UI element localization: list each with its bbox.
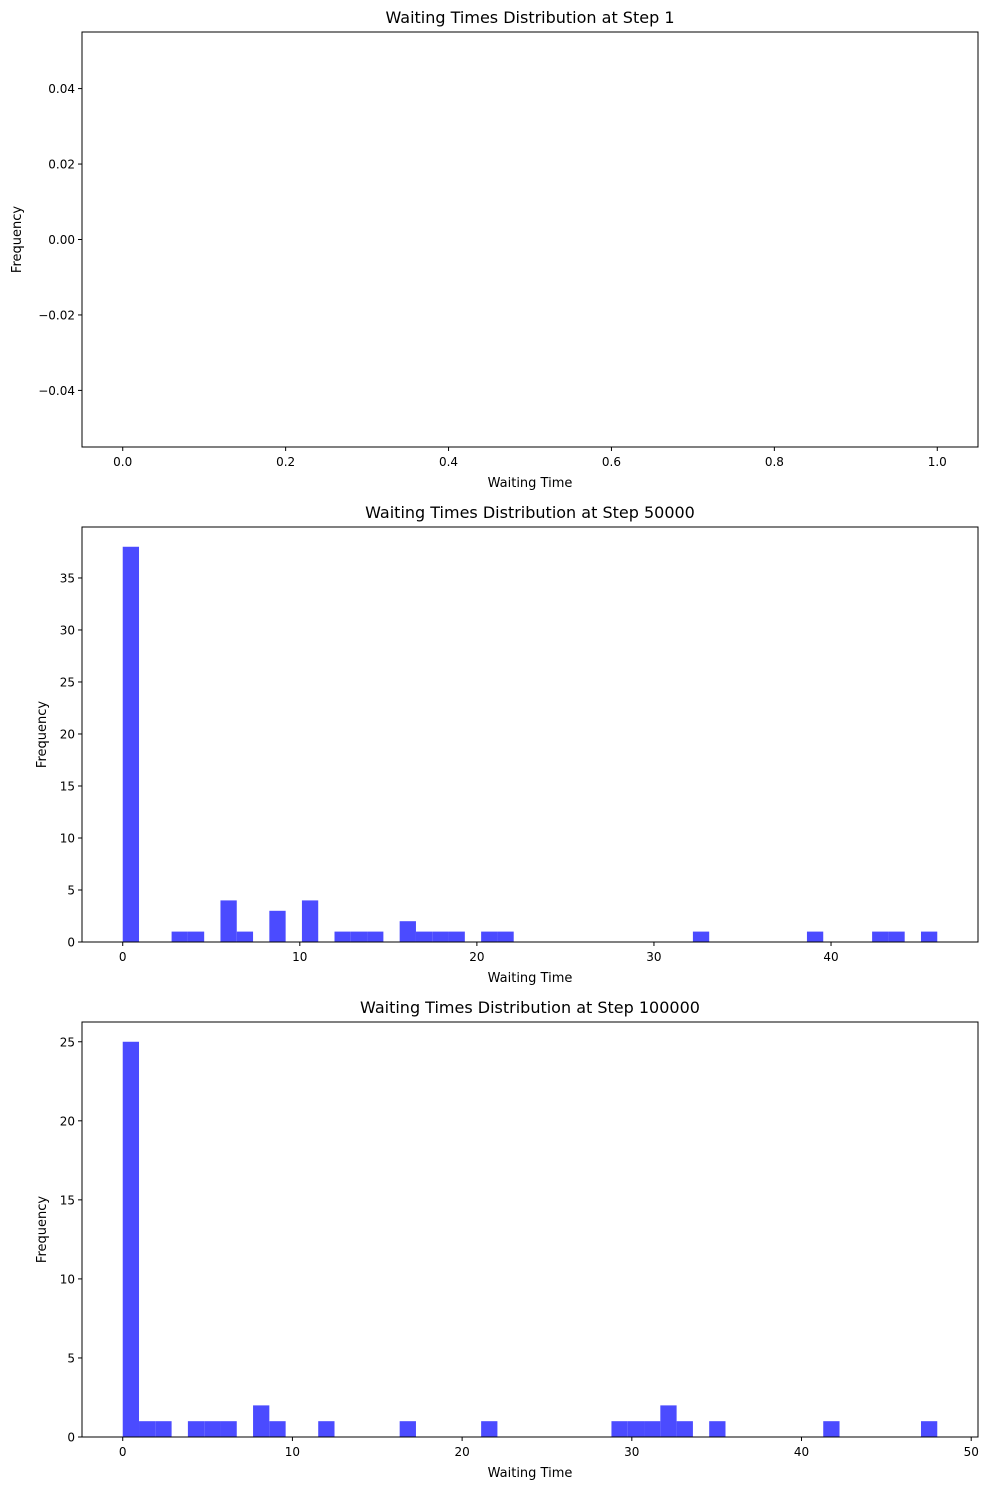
x-axis-label: Waiting Time: [488, 971, 573, 986]
histogram-bar: [481, 931, 498, 942]
histogram-bar: [187, 1421, 205, 1437]
histogram-bar: [432, 931, 449, 942]
y-tick-label: −0.02: [38, 308, 75, 322]
histogram-bar: [920, 931, 938, 942]
axes-frame: [81, 31, 979, 448]
histogram-bar: [187, 931, 205, 942]
histogram-bar: [334, 931, 351, 942]
histogram-bar: [481, 1421, 498, 1437]
axes-frame: [81, 1021, 979, 1438]
x-tick-label: 10: [285, 1445, 300, 1459]
histogram-bar: [318, 1421, 335, 1437]
x-tick-label: 0: [119, 1445, 127, 1459]
histogram-bar: [644, 1421, 661, 1437]
x-tick-label: 50: [964, 1445, 979, 1459]
histogram-bar: [806, 931, 824, 942]
histogram-bar: [301, 900, 319, 942]
chart-title: Waiting Times Distribution at Step 10000…: [360, 998, 700, 1017]
histogram-bar: [920, 1421, 938, 1437]
subplot-2: 0 10 20 30 40 0 5 10 15 20 25 30 35 Waiting Times Dis…: [35, 503, 979, 986]
y-axis-label: Frequency: [35, 1196, 50, 1263]
histogram-bar: [872, 931, 889, 942]
x-axis-label: Waiting Time: [488, 476, 573, 491]
histogram-bar: [253, 1405, 270, 1437]
histogram-bar: [236, 931, 254, 942]
x-tick-label: 0.2: [276, 455, 295, 469]
y-axis-label: Frequency: [10, 206, 25, 273]
y-tick-label: 5: [67, 1351, 75, 1365]
y-tick-label: 0.04: [48, 82, 75, 96]
histogram-bar: [660, 1405, 677, 1437]
histogram-bar: [220, 1421, 237, 1437]
y-tick-label: 0: [67, 1431, 75, 1445]
x-tick-label: 20: [454, 1445, 469, 1459]
histogram-bar: [611, 1421, 628, 1437]
chart-title: Waiting Times Distribution at Step 50000: [365, 503, 695, 522]
x-tick-label: 0: [119, 950, 127, 964]
subplot-1: 0.0 0.2 0.4 0.6 0.8 1.0 −0.04 −0.02 0.00 0.02 0.04…: [10, 8, 979, 491]
y-axis-label: Frequency: [35, 701, 50, 768]
x-tick-label: 0.4: [439, 455, 458, 469]
y-tick-label: 0.00: [48, 233, 75, 247]
histogram-bar: [122, 1041, 140, 1437]
histogram-bar: [399, 1421, 416, 1437]
y-tick-label: 0.02: [48, 158, 75, 172]
x-tick-label: 1.0: [928, 455, 947, 469]
histogram-bar: [155, 1421, 172, 1437]
histogram-bar: [415, 931, 433, 942]
y-tick-label: 15: [60, 779, 75, 793]
y-tick-label: −0.04: [38, 384, 75, 398]
x-tick-label: 30: [646, 950, 661, 964]
x-tick-label: 40: [794, 1445, 809, 1459]
y-tick-label: 10: [60, 1272, 75, 1286]
chart-title: Waiting Times Distribution at Step 1: [385, 8, 674, 27]
histogram-bar: [692, 931, 710, 942]
histogram-bar: [497, 931, 514, 942]
histogram-bar: [627, 1421, 645, 1437]
y-tick-label: 15: [60, 1193, 75, 1207]
axes-frame: [81, 526, 979, 943]
x-tick-label: 0.6: [602, 455, 621, 469]
y-tick-label: 20: [60, 727, 75, 741]
histogram-bar: [823, 1421, 840, 1437]
histogram-bar: [350, 931, 368, 942]
y-tick-label: 0: [67, 936, 75, 950]
histogram-bar: [171, 931, 188, 942]
histogram-bar: [676, 1421, 693, 1437]
y-tick-label: 30: [60, 623, 75, 637]
histogram-bar: [139, 1421, 156, 1437]
x-tick-label: 20: [469, 950, 484, 964]
y-tick-label: 5: [67, 883, 75, 897]
y-tick-label: 35: [60, 571, 75, 585]
histogram-bar: [888, 931, 905, 942]
histogram-bar: [367, 931, 384, 942]
histogram-bar: [122, 546, 140, 942]
y-tick-label: 25: [60, 675, 75, 689]
histogram-bar: [709, 1421, 726, 1437]
x-axis-label: Waiting Time: [488, 1466, 573, 1481]
histogram-bar: [399, 921, 416, 942]
x-tick-label: 40: [823, 950, 838, 964]
histogram-bar: [220, 900, 237, 942]
y-tick-label: 20: [60, 1114, 75, 1128]
y-tick-label: 25: [60, 1035, 75, 1049]
x-tick-label: 0.0: [113, 455, 132, 469]
histogram-bar: [269, 910, 286, 942]
histogram-bar: [448, 931, 465, 942]
y-tick-label: 10: [60, 831, 75, 845]
subplot-3: 0 10 20 30 40 50 0 5 10 15 20 25 Waiting Times Distr…: [35, 998, 979, 1481]
x-tick-label: 30: [624, 1445, 639, 1459]
histogram-bar: [269, 1421, 286, 1437]
x-tick-label: 0.8: [765, 455, 784, 469]
histogram-bar: [204, 1421, 221, 1437]
x-tick-label: 10: [292, 950, 307, 964]
